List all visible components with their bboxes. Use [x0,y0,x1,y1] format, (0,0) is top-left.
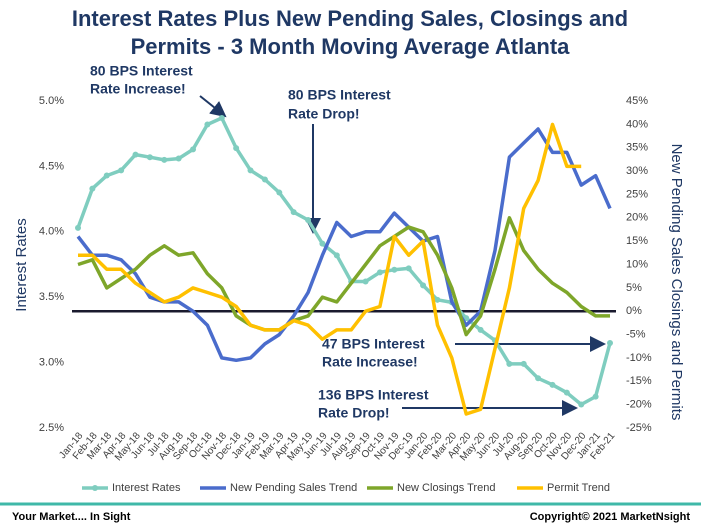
legend-label: New Pending Sales Trend [230,482,357,494]
series-line [78,122,582,416]
series-marker [391,266,398,273]
series-line [77,216,610,337]
series-marker [218,115,225,122]
series-marker [247,167,254,174]
series-marker [535,375,542,382]
y2-tick-label: 10% [626,258,648,270]
series-marker [233,145,240,152]
footer-left: Your Market.... In Sight [12,511,131,523]
series-marker [305,217,312,224]
series-marker [607,339,613,346]
series-marker [146,154,153,161]
y-tick-label: 4.0% [39,226,64,238]
y2-tick-label: 20% [626,212,648,224]
y2-axis-title: New Pending Sales Closings and Permits [668,144,685,421]
series-marker [477,326,484,333]
series-marker [132,151,139,158]
series-marker [376,269,383,276]
series-marker [520,360,527,367]
series-marker [506,360,513,367]
annotation: Rate Increase! [322,354,418,370]
series-marker [161,156,168,163]
annotation: 80 BPS Interest [90,63,193,79]
chart-title: Permits - 3 Month Moving Average Atlanta [131,34,571,59]
series-marker [362,278,369,285]
y2-tick-label: -20% [626,399,652,411]
series-marker [276,189,283,196]
footer-right: Copyright© 2021 MarketNsight [530,511,691,523]
annotation: 47 BPS Interest [322,336,425,352]
annotation: 136 BPS Interest [318,387,429,403]
series-marker [103,172,110,179]
y-tick-label: 4.5% [39,160,64,172]
y2-tick-label: -15% [626,375,652,387]
series-marker [563,389,570,396]
legend-label: New Closings Trend [397,482,495,494]
legend-marker [92,485,98,491]
annotation: Rate Increase! [90,81,186,97]
y2-tick-label: 45% [626,95,648,107]
y2-tick-label: 15% [626,235,648,247]
y-tick-label: 3.5% [39,291,64,303]
y-tick-label: 3.0% [39,357,64,369]
series-marker [333,252,340,259]
y2-tick-label: 30% [626,165,648,177]
chart-title: Interest Rates Plus New Pending Sales, C… [72,6,628,31]
y2-tick-label: 25% [626,188,648,200]
arrow [199,95,227,118]
series-marker [89,185,96,192]
y2-tick-label: -10% [626,352,652,364]
series-marker [261,176,268,183]
y2-tick-label: -5% [626,328,646,340]
series-marker [420,282,427,289]
series-marker [190,146,197,153]
annotation: Rate Drop! [318,405,390,421]
y2-tick-label: 5% [626,282,642,294]
y2-tick-label: 35% [626,142,648,154]
y-tick-label: 5.0% [39,95,64,107]
series-line [76,127,612,363]
y2-tick-label: 40% [626,118,648,130]
series-marker [549,381,556,388]
series-marker [592,393,599,400]
series-marker [175,155,182,162]
legend-label: Interest Rates [112,482,181,494]
series-marker [204,121,211,128]
series-marker [118,167,125,174]
series-marker [405,265,412,272]
y2-tick-label: -25% [626,422,652,434]
series-marker [319,240,326,247]
annotation: Rate Drop! [288,106,360,122]
series-marker [434,296,441,303]
series-marker [578,401,585,408]
y2-tick-label: 0% [626,305,642,317]
legend-label: Permit Trend [547,482,610,494]
annotation: 80 BPS Interest [288,87,391,103]
y-tick-label: 2.5% [39,422,64,434]
series-marker [290,209,297,216]
series-marker [75,224,81,231]
y-axis-title: Interest Rates [13,218,30,311]
